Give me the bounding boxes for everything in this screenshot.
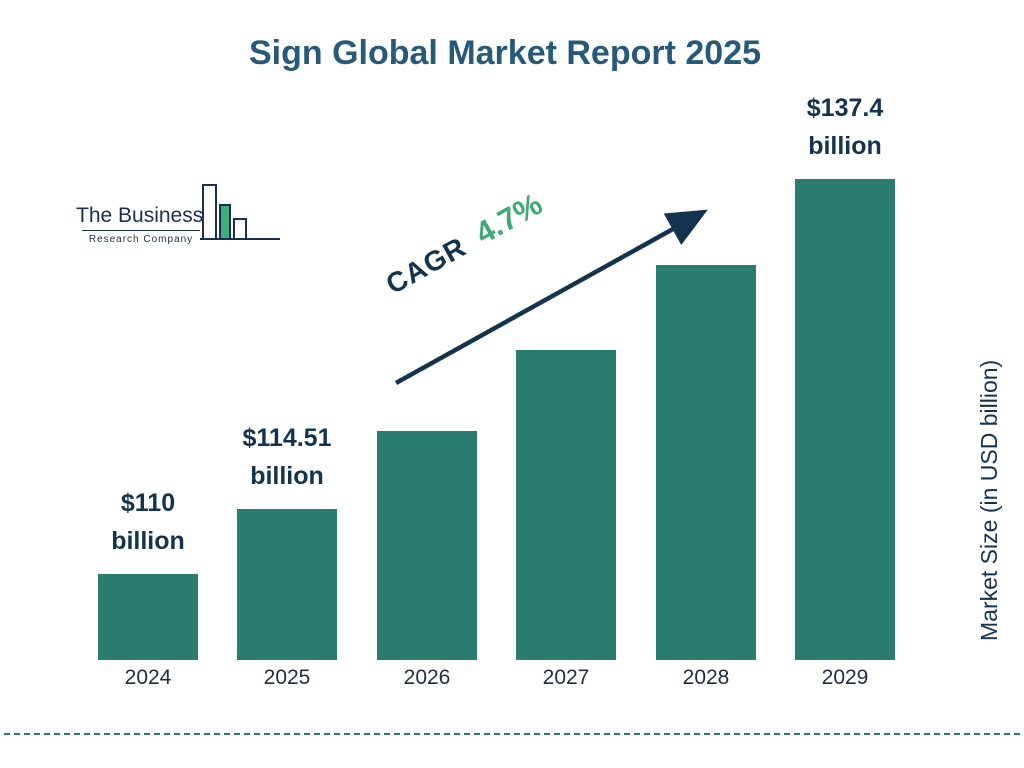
bar-2025 [237,509,337,660]
logo-text-line1: The Business [76,204,204,227]
x-tick-2027: 2027 [542,666,590,689]
cagr-annotation: CAGR 4.7% [379,154,606,302]
cagr-value: 4.7% [469,186,549,251]
bar-2024 [98,574,198,660]
value-label-2024: $110 billion [111,489,185,555]
x-tick-2025: 2025 [263,666,311,689]
bar-2027 [516,350,616,660]
value-label-2029: $137.4 billion [806,94,884,160]
y-axis-label: Market Size (in USD billion) [976,359,1002,641]
logo-bar-outline-short-icon [233,218,247,240]
bottom-dashed-rule [4,733,1020,735]
logo-baseline-rule [200,238,280,240]
x-tick-2028: 2028 [682,666,730,689]
value-label-2025: $114.51 billion [242,424,332,490]
chart-title: Sign Global Market Report 2025 [248,34,762,72]
cagr-label: CAGR [380,230,472,300]
company-logo: The Business Research Company [76,178,286,248]
logo-bar-outline-tall-icon [202,184,217,240]
x-tick-2026: 2026 [403,666,451,689]
bar-2026 [377,431,477,660]
bar-2029 [795,179,895,660]
bar-2028 [656,265,756,660]
logo-bar-green-icon [219,204,231,240]
x-tick-2029: 2029 [821,666,869,689]
x-tick-2024: 2024 [124,666,172,689]
logo-text-line2: Research Company [82,230,200,245]
